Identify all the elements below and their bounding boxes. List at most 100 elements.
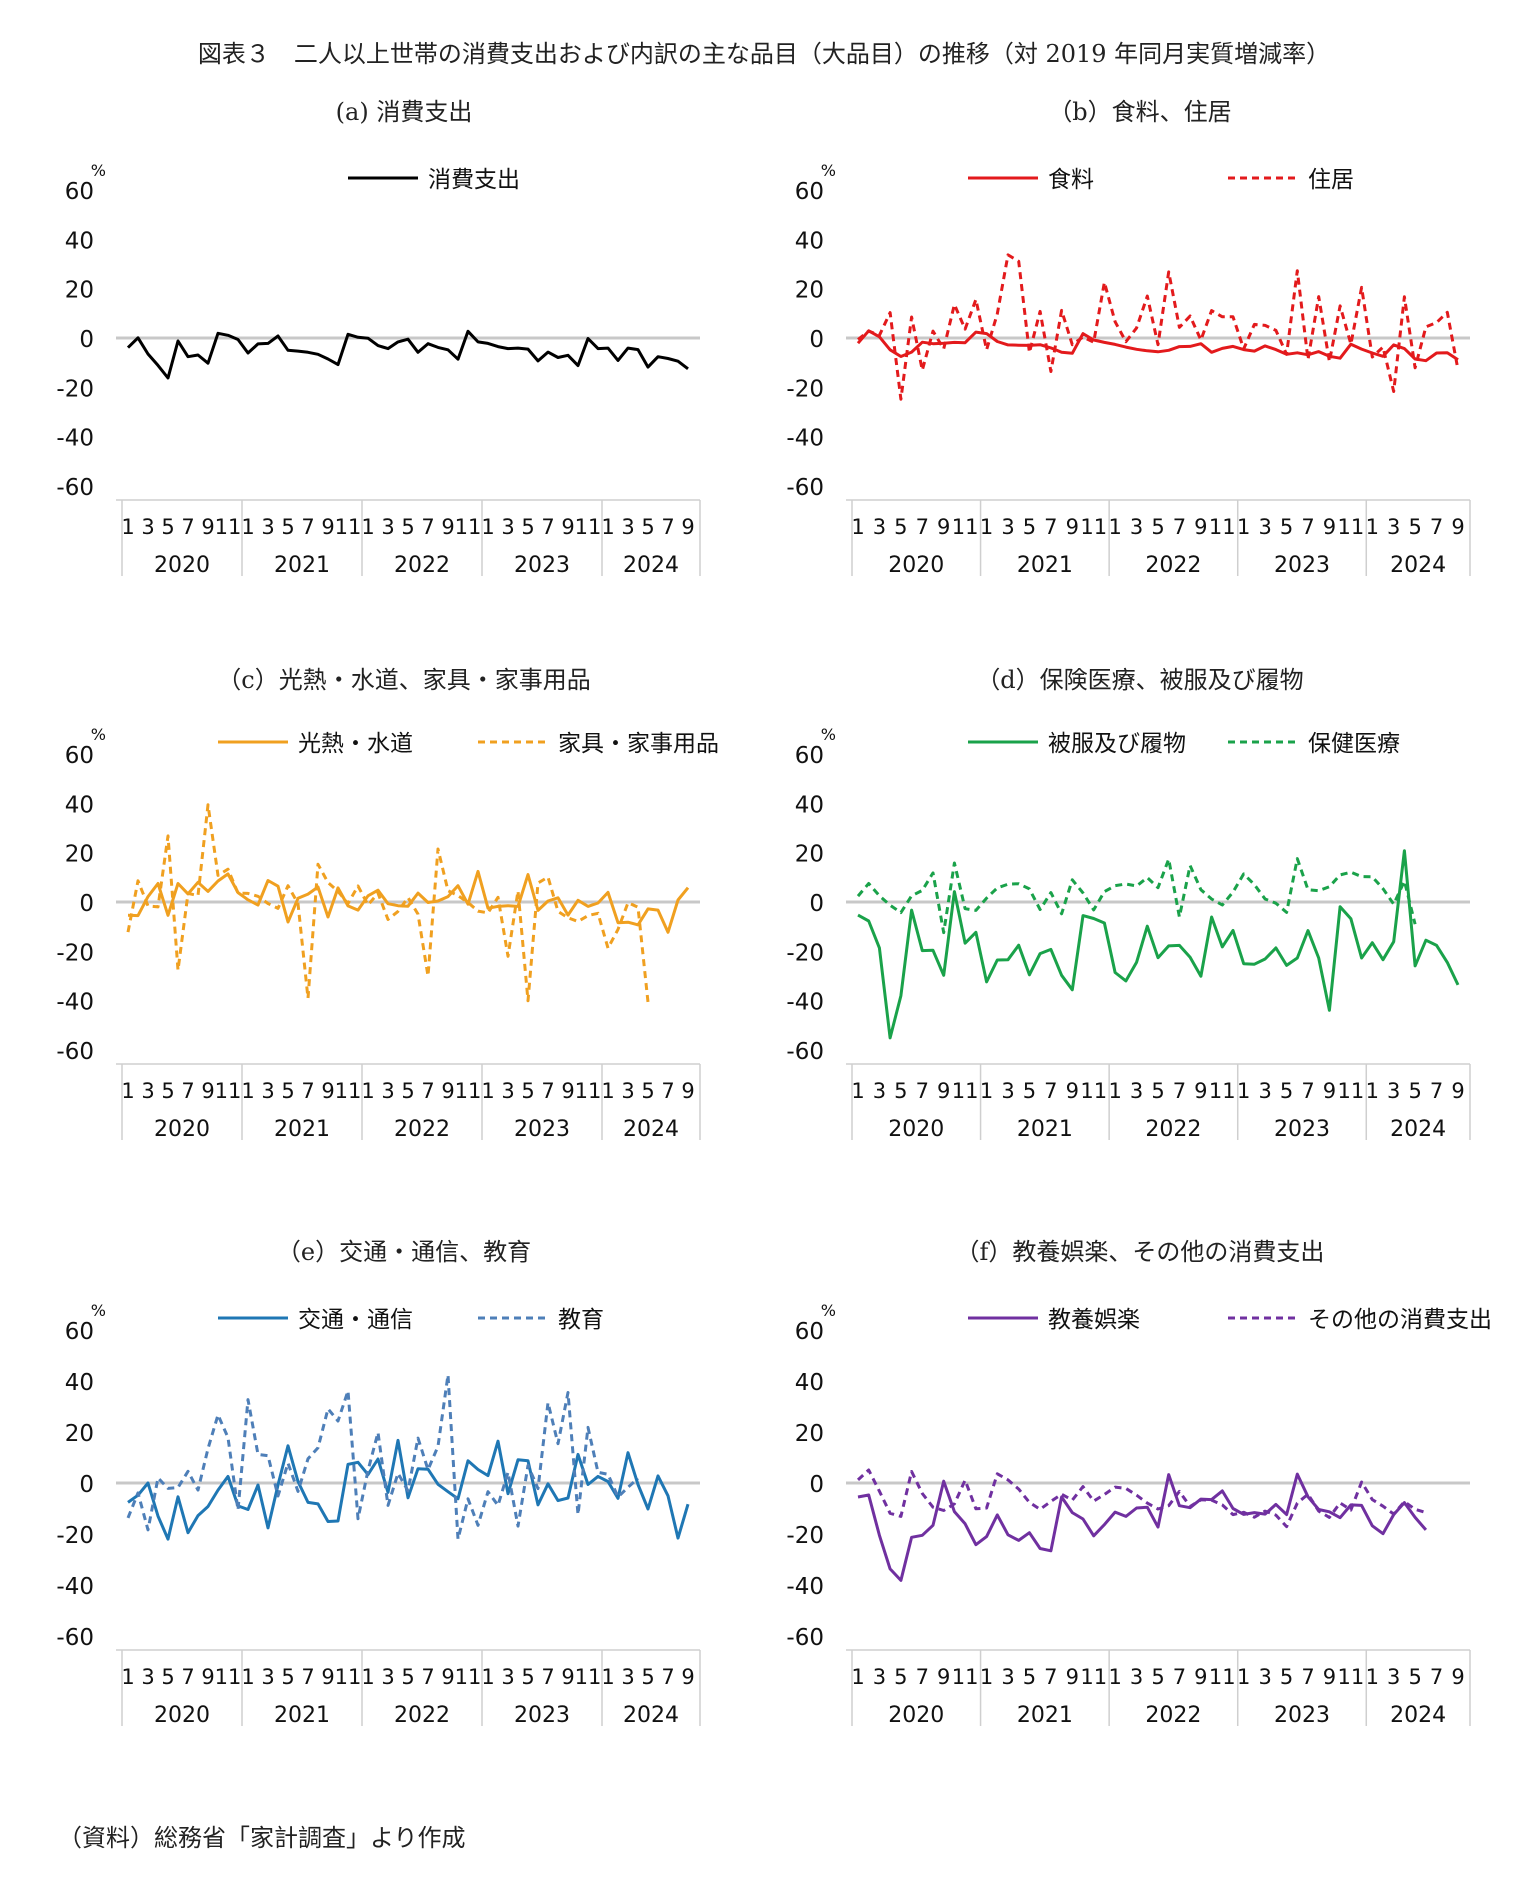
x-tick-label: 5 — [641, 1079, 654, 1103]
panel-b-title: （b）食料、住居 — [1048, 98, 1232, 126]
year-label: 2024 — [1390, 553, 1446, 578]
year-label: 2021 — [1017, 1703, 1073, 1728]
x-tick-label: 9 — [321, 1665, 334, 1689]
year-label: 2023 — [1274, 1703, 1330, 1728]
y-unit-label: % — [821, 1301, 836, 1320]
y-tick-label: -20 — [786, 940, 824, 966]
x-tick-label: 3 — [261, 1665, 274, 1689]
x-tick-label: 5 — [894, 515, 907, 539]
x-tick-label: 3 — [1387, 1665, 1400, 1689]
x-tick-label: 9 — [937, 1665, 950, 1689]
y-tick-label: -20 — [786, 1523, 824, 1549]
x-tick-label: 1 — [361, 515, 374, 539]
x-tick-label: 7 — [661, 515, 674, 539]
y-tick-label: 0 — [79, 891, 94, 917]
year-label: 2021 — [1017, 553, 1073, 578]
y-tick-label: 20 — [795, 278, 824, 304]
x-tick-label: 3 — [1130, 1665, 1143, 1689]
y-tick-label: 0 — [79, 327, 94, 353]
x-tick-label: 5 — [161, 515, 174, 539]
y-tick-label: 60 — [795, 179, 824, 205]
x-tick-label: 1 — [361, 1665, 374, 1689]
series-line — [857, 849, 1460, 1040]
x-tick-label: 9 — [1451, 1079, 1464, 1103]
x-tick-label: 1 — [980, 1079, 993, 1103]
x-tick-label: 11 — [575, 515, 602, 539]
x-tick-label: 3 — [1130, 1079, 1143, 1103]
legend-label: 食料 — [1048, 167, 1094, 193]
x-tick-label: 1 — [121, 1665, 134, 1689]
y-tick-label: 60 — [795, 743, 824, 769]
x-tick-label: 3 — [1258, 515, 1271, 539]
y-unit-label: % — [91, 725, 106, 744]
y-tick-label: -40 — [786, 1574, 824, 1600]
series-line — [856, 329, 1459, 363]
x-tick-label: 3 — [621, 1665, 634, 1689]
x-tick-label: 3 — [1001, 515, 1014, 539]
x-tick-label: 5 — [281, 1665, 294, 1689]
x-tick-label: 1 — [121, 1079, 134, 1103]
y-tick-label: 20 — [65, 1421, 94, 1447]
x-tick-label: 9 — [681, 1079, 694, 1103]
y-tick-label: -40 — [56, 1574, 94, 1600]
x-tick-label: 9 — [321, 515, 334, 539]
y-tick-label: 60 — [65, 179, 94, 205]
x-tick-label: 3 — [501, 1079, 514, 1103]
x-tick-label: 3 — [381, 515, 394, 539]
x-tick-label: 1 — [241, 515, 254, 539]
x-tick-label: 1 — [1366, 1079, 1379, 1103]
year-label: 2024 — [1390, 1117, 1446, 1142]
year-label: 2020 — [888, 1703, 944, 1728]
x-tick-label: 9 — [1451, 515, 1464, 539]
x-tick-label: 1 — [1108, 1665, 1121, 1689]
x-tick-label: 3 — [873, 1079, 886, 1103]
x-tick-label: 5 — [401, 1665, 414, 1689]
y-tick-label: -60 — [786, 1039, 824, 1065]
x-tick-label: 11 — [952, 1665, 979, 1689]
x-tick-label: 11 — [952, 515, 979, 539]
x-tick-label: 5 — [641, 1665, 654, 1689]
x-tick-label: 9 — [321, 1079, 334, 1103]
x-tick-label: 1 — [601, 515, 614, 539]
x-tick-label: 5 — [1023, 1079, 1036, 1103]
x-tick-label: 7 — [301, 1665, 314, 1689]
x-tick-label: 1 — [241, 1079, 254, 1103]
y-tick-label: 40 — [795, 792, 824, 818]
x-tick-label: 11 — [1209, 1079, 1236, 1103]
y-tick-label: -60 — [56, 475, 94, 501]
y-tick-label: -40 — [786, 426, 824, 452]
x-tick-label: 7 — [1044, 515, 1057, 539]
x-tick-label: 11 — [1337, 515, 1364, 539]
x-tick-label: 3 — [141, 1079, 154, 1103]
y-tick-label: 20 — [795, 1421, 824, 1447]
x-tick-label: 7 — [1430, 1079, 1443, 1103]
x-tick-label: 3 — [1258, 1665, 1271, 1689]
x-tick-label: 5 — [161, 1079, 174, 1103]
x-tick-label: 5 — [281, 1079, 294, 1103]
x-tick-label: 3 — [1387, 1079, 1400, 1103]
x-tick-label: 1 — [121, 515, 134, 539]
x-tick-label: 9 — [1194, 1079, 1207, 1103]
x-tick-label: 1 — [851, 1665, 864, 1689]
x-tick-label: 3 — [1130, 515, 1143, 539]
x-tick-label: 7 — [421, 515, 434, 539]
legend-label: 住居 — [1308, 167, 1354, 193]
x-tick-label: 5 — [401, 515, 414, 539]
series-line — [857, 253, 1460, 401]
y-tick-label: -60 — [786, 475, 824, 501]
legend-label: 光熱・水道 — [298, 731, 413, 757]
series-line — [856, 857, 1417, 935]
x-tick-label: 7 — [1301, 1079, 1314, 1103]
y-tick-label: -40 — [56, 426, 94, 452]
legend-label: 消費支出 — [428, 167, 520, 193]
x-tick-label: 1 — [851, 1079, 864, 1103]
x-tick-label: 3 — [141, 515, 154, 539]
year-label: 2021 — [274, 1117, 330, 1142]
series-line — [126, 803, 650, 1003]
y-tick-label: 40 — [795, 228, 824, 254]
x-tick-label: 11 — [335, 515, 362, 539]
x-tick-label: 1 — [1366, 515, 1379, 539]
x-tick-label: 11 — [335, 1665, 362, 1689]
